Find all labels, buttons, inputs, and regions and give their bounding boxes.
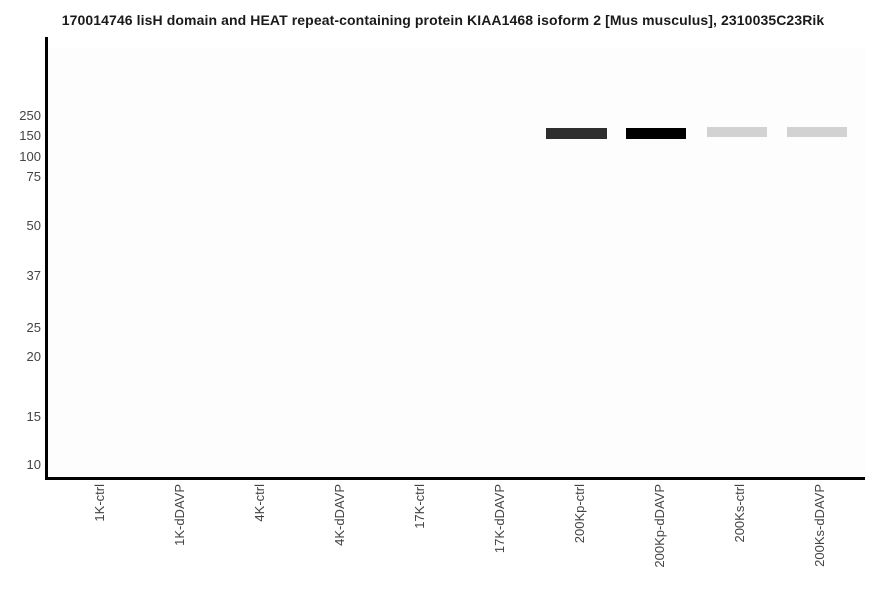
x-lane-label: 4K-dDAVP: [332, 484, 347, 546]
blot-band: [707, 127, 767, 137]
x-lane-label: 200Ks-ctrl: [732, 484, 747, 543]
x-lane-label: 200Kp-ctrl: [572, 484, 587, 544]
y-tick-label: 37: [26, 268, 41, 283]
x-lane-label: 200Kp-dDAVP: [652, 484, 667, 568]
x-lane-label: 17K-dDAVP: [492, 484, 507, 554]
plot-area: [48, 48, 865, 477]
x-lane-label: 17K-ctrl: [412, 484, 427, 529]
blot-band: [626, 127, 686, 139]
y-tick-label: 10: [26, 457, 41, 472]
figure-title: 170014746 lisH domain and HEAT repeat-co…: [61, 12, 825, 28]
y-tick-label: 50: [26, 218, 41, 233]
y-tick-label: 100: [19, 149, 41, 164]
x-lane-label: 200Ks-dDAVP: [812, 484, 827, 567]
y-tick-label: 25: [26, 320, 41, 335]
x-axis-line: [45, 477, 865, 480]
y-axis-line: [45, 37, 48, 480]
x-lane-label: 1K-dDAVP: [172, 484, 187, 546]
y-tick-label: 75: [26, 169, 41, 184]
y-tick-label: 250: [19, 108, 41, 123]
y-tick-label: 15: [26, 409, 41, 424]
x-lane-label: 4K-ctrl: [252, 484, 267, 522]
blot-band: [545, 127, 607, 139]
x-lane-label: 1K-ctrl: [92, 484, 107, 522]
blot-band: [787, 127, 847, 137]
y-tick-label: 20: [26, 349, 41, 364]
y-tick-label: 150: [19, 128, 41, 143]
